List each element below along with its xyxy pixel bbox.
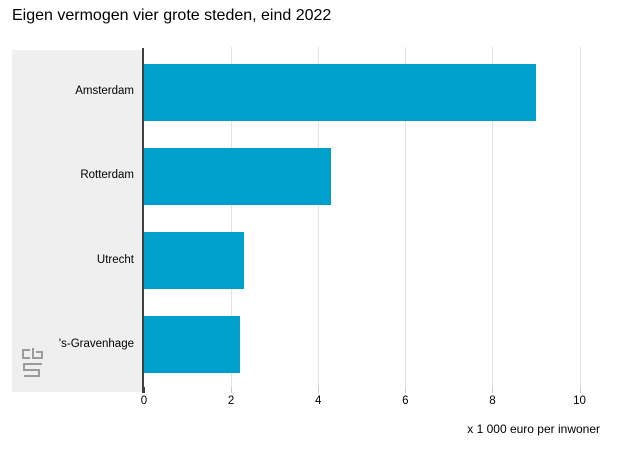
bar-rotterdam (144, 147, 332, 205)
category-label: Amsterdam (75, 85, 134, 98)
x-axis-tick-label: 6 (402, 395, 409, 407)
plot-area (144, 47, 610, 387)
gridline (405, 47, 407, 387)
bar--s-gravenhage (144, 316, 240, 374)
x-axis-unit-label: x 1 000 euro per inwoner (467, 422, 600, 436)
category-label: 's-Gravenhage (58, 337, 134, 350)
category-label-panel: Amsterdam Rotterdam Utrecht 's-Gravenhage (12, 50, 144, 392)
x-axis-tick (143, 387, 145, 393)
x-axis-tick (492, 387, 494, 393)
cbs-logo-icon (22, 348, 43, 377)
x-axis-tick-label: 0 (140, 395, 148, 407)
x-axis-tick-label: 4 (315, 395, 322, 407)
baseline-axis-line (142, 48, 144, 393)
chart-title: Eigen vermogen vier grote steden, eind 2… (12, 7, 332, 24)
x-axis-tick (405, 387, 407, 393)
gridline (231, 47, 233, 387)
bar-amsterdam (144, 63, 536, 121)
gridline (318, 47, 320, 387)
x-axis-tick-label: 2 (227, 395, 235, 407)
bar-utrecht (144, 232, 245, 290)
x-axis-tick (231, 387, 233, 393)
category-label: Rotterdam (80, 169, 134, 182)
category-label: Utrecht (96, 253, 134, 266)
gridline (492, 47, 494, 387)
x-axis-tick-label: 10 (573, 395, 586, 407)
gridline (579, 47, 581, 387)
x-axis-tick (579, 387, 581, 393)
x-axis-tick (318, 387, 320, 393)
x-axis-tick-label: 8 (489, 395, 496, 407)
